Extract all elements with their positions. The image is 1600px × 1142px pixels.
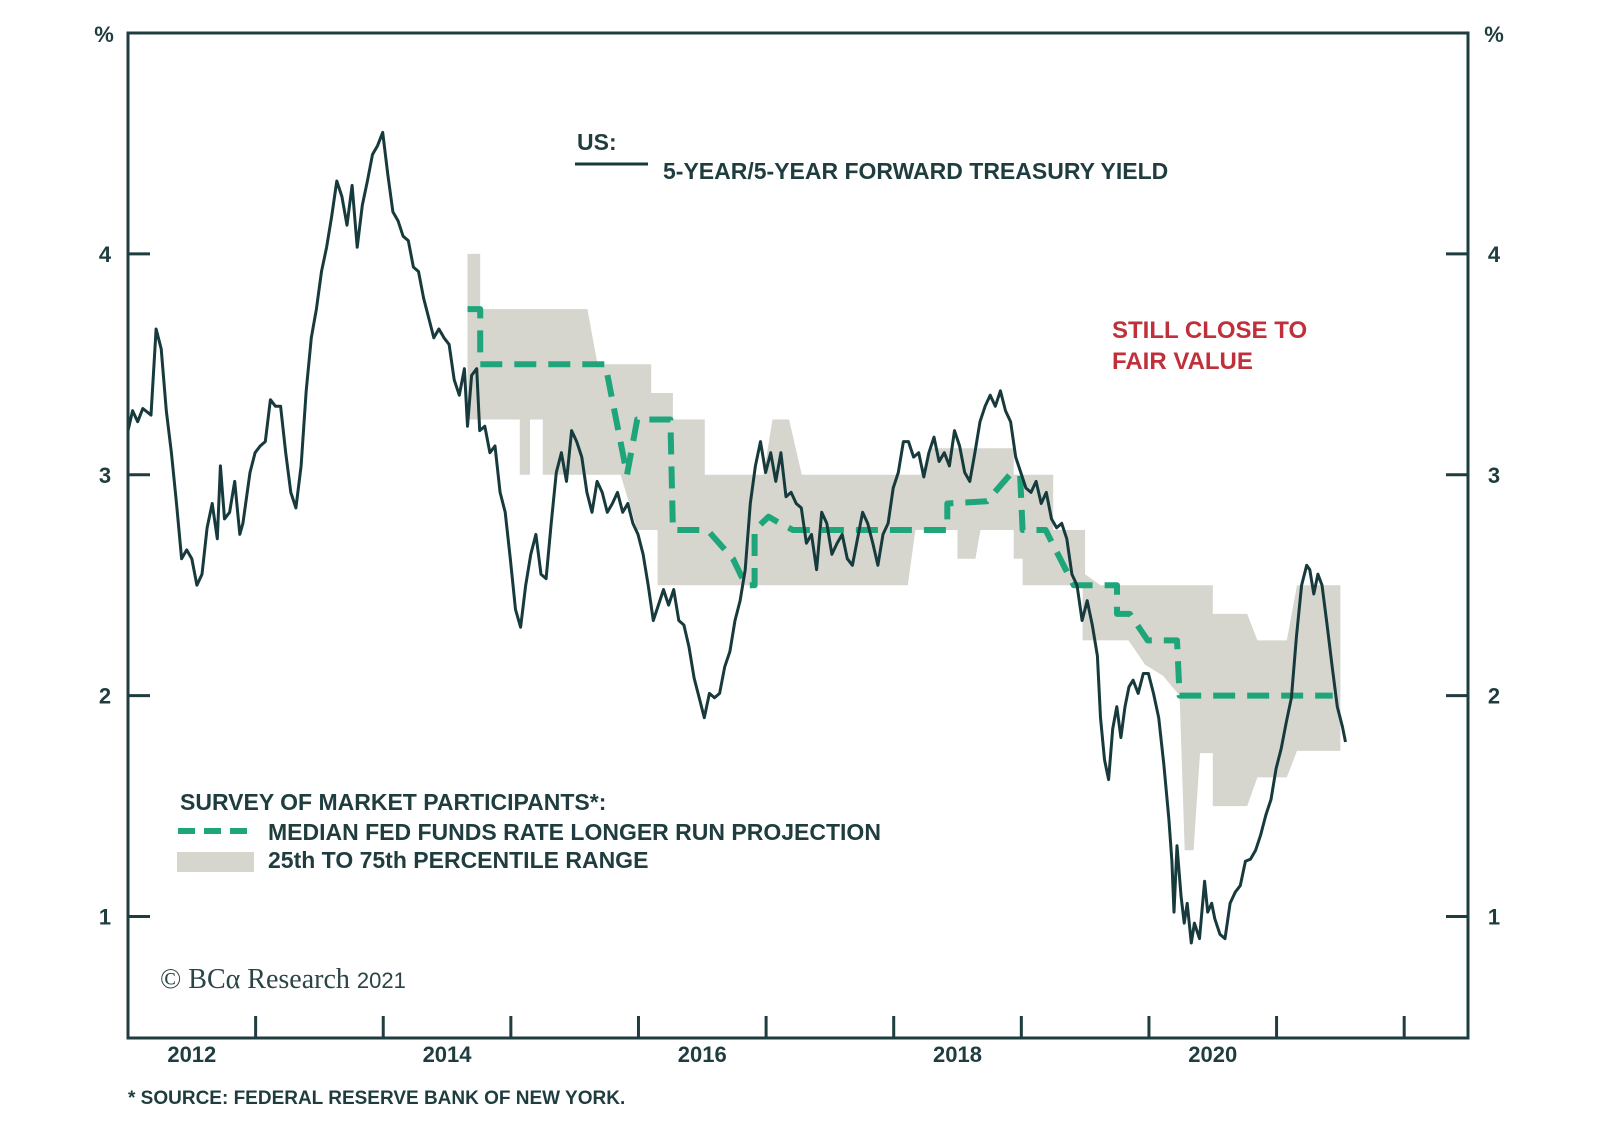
y-axis-labels: 1 1 2 2 3 3 4 4 — [99, 242, 1501, 930]
percentile-range-band — [467, 253, 1341, 851]
y-tick-label-left: 3 — [99, 463, 111, 488]
source-note: * SOURCE: FEDERAL RESERVE BANK OF NEW YO… — [128, 1088, 625, 1109]
legend-range-label: 25th TO 75th PERCENTILE RANGE — [268, 847, 648, 873]
x-tick-label: 2018 — [933, 1042, 982, 1067]
copyright-symbol: © — [160, 964, 181, 995]
yield-line — [126, 130, 1347, 945]
y-tick-label-right: 2 — [1488, 684, 1500, 709]
legend-survey-header: SURVEY OF MARKET PARTICIPANTS*: — [180, 789, 606, 815]
brand-name: BCα Research — [188, 964, 350, 995]
y-tick-label-left: 1 — [99, 905, 111, 930]
plot-frame — [126, 31, 1470, 1040]
brand-year: 2021 — [357, 968, 406, 993]
y-tick-label-left: 2 — [99, 684, 111, 709]
yield-layer — [126, 130, 1347, 945]
x-axis-ticks — [254, 1016, 1406, 1038]
x-axis-labels: 2012 2014 2016 2018 2020 — [167, 1042, 1237, 1067]
y-tick-label-right: 3 — [1488, 463, 1500, 488]
band-layer — [467, 253, 1341, 851]
legend-range-swatch — [177, 852, 254, 872]
annotation-line-2: FAIR VALUE — [1112, 348, 1253, 375]
y-tick-label-right: 1 — [1488, 905, 1500, 930]
legend-yield-label: 5-YEAR/5-YEAR FORWARD TREASURY YIELD — [663, 158, 1168, 184]
y-unit-left: % — [94, 22, 114, 47]
y-unit-right: % — [1484, 22, 1504, 47]
y-axis-ticks — [128, 252, 1468, 919]
x-tick-label: 2016 — [678, 1042, 727, 1067]
x-tick-label: 2020 — [1188, 1042, 1237, 1067]
median-layer — [467, 306, 1333, 699]
annotation-line-1: STILL CLOSE TO — [1112, 317, 1307, 344]
x-tick-label: 2014 — [423, 1042, 473, 1067]
median-projection-line — [467, 306, 1333, 699]
legend-top-header: US: — [577, 129, 617, 155]
legend-median-label: MEDIAN FED FUNDS RATE LONGER RUN PROJECT… — [268, 819, 881, 845]
x-tick-label: 2012 — [167, 1042, 216, 1067]
y-tick-label-right: 4 — [1488, 242, 1501, 267]
y-tick-label-left: 4 — [99, 242, 112, 267]
brand-copyright: © BCα Research 2021 — [160, 964, 406, 995]
